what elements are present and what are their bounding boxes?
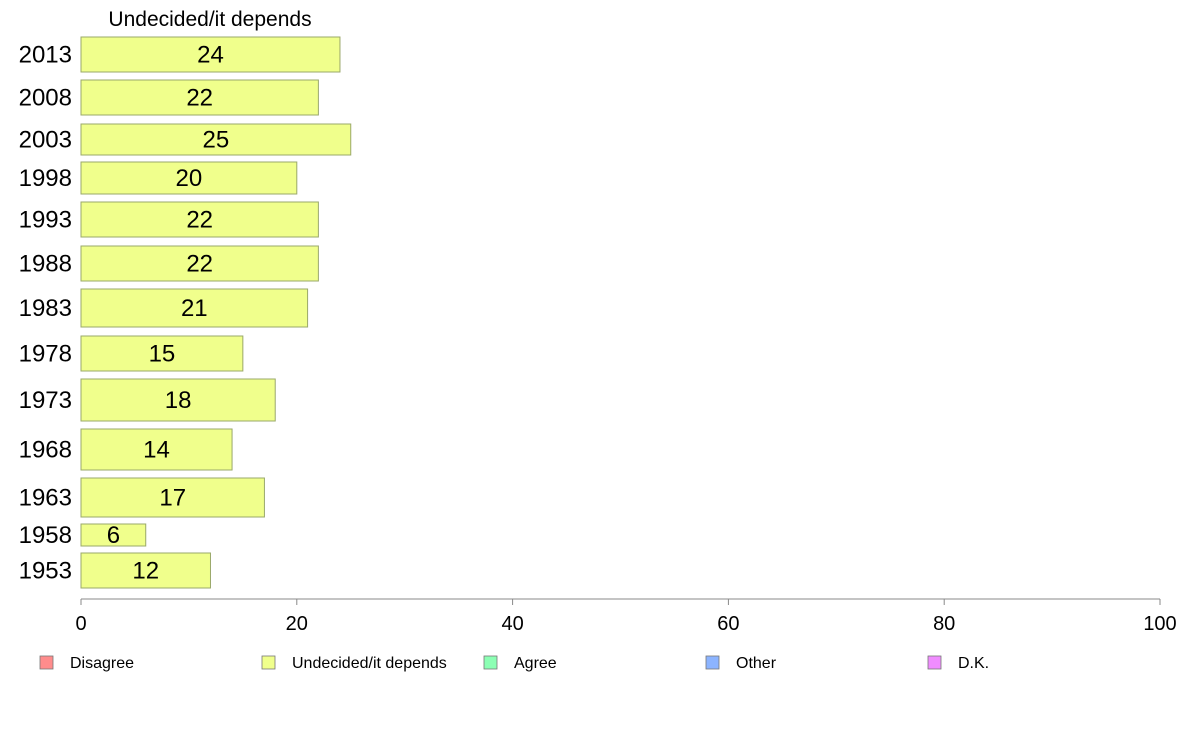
bar-1968 [80,428,233,471]
legend-label-3: Other [736,655,777,672]
bar-value-label-1983: 21 [181,295,208,322]
legend-label-1: Undecided/it depends [292,655,447,672]
bar-1978 [80,335,244,372]
bar-value-label-1958: 6 [107,522,120,549]
x-tick-label-100: 100 [1143,613,1176,635]
bar-value-label-1973: 18 [165,387,192,414]
x-tick-label-80: 80 [933,613,955,635]
bar-1953 [80,552,211,589]
bar-1963 [80,477,265,518]
bar-value-label-1953: 12 [132,558,159,585]
bar-1988 [80,245,319,282]
category-label-1973: 1973 [19,387,72,414]
category-label-1963: 1963 [19,485,72,512]
category-label-1953: 1953 [19,558,72,585]
bar-value-label-1978: 15 [149,341,176,368]
bars-group: 24 2013 22 2008 25 2003 20 1998 22 1993 22 1988 21 19… [19,36,352,589]
bar-value-label-1988: 22 [186,251,213,278]
legend-swatch-3 [705,655,720,670]
legend: Disagree Undecided/it depends Agree Other D.… [39,655,989,672]
bar-value-label-2003: 25 [203,127,230,154]
category-label-2013: 2013 [19,42,72,69]
bar-2008 [80,79,319,116]
x-axis: 0 20 40 60 80 100 [75,598,1177,635]
panel-title: Undecided/it depends [108,8,311,31]
category-label-1998: 1998 [19,165,72,192]
legend-label-2: Agree [514,655,557,672]
bar-value-label-1963: 17 [159,485,186,512]
bar-2003 [80,123,352,156]
category-label-2003: 2003 [19,127,72,154]
legend-swatch-2 [483,655,498,670]
bar-1983 [80,288,309,328]
bar-value-label-1993: 22 [186,207,213,234]
legend-label-4: D.K. [958,655,989,672]
x-tick-label-0: 0 [75,613,86,635]
bar-1958 [80,523,147,547]
x-tick-label-20: 20 [286,613,308,635]
category-label-1968: 1968 [19,437,72,464]
category-label-1983: 1983 [19,295,72,322]
bar-1998 [80,161,298,195]
legend-swatch-4 [927,655,942,670]
legend-swatch-1 [261,655,276,670]
bar-2013 [80,36,341,73]
x-tick-label-60: 60 [717,613,739,635]
bar-1993 [80,201,319,238]
bar-1973 [80,378,276,422]
category-label-1993: 1993 [19,207,72,234]
category-label-2008: 2008 [19,85,72,112]
bar-value-label-2008: 22 [186,85,213,112]
bar-value-label-1998: 20 [176,165,203,192]
category-label-1958: 1958 [19,522,72,549]
x-tick-label-40: 40 [501,613,523,635]
legend-label-0: Disagree [70,655,134,672]
bar-value-label-1968: 14 [143,437,170,464]
category-label-1988: 1988 [19,251,72,278]
legend-swatch-0 [39,655,54,670]
bar-value-label-2013: 24 [197,42,224,69]
category-label-1978: 1978 [19,341,72,368]
